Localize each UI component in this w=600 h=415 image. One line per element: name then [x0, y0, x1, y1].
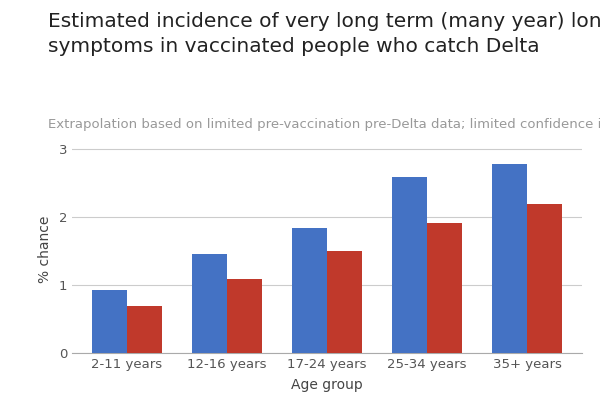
Bar — [127, 307, 162, 353]
Text: Estimated incidence of very long term (many year) long COVID
symptoms in vaccina: Estimated incidence of very long term (m… — [48, 12, 600, 56]
Bar — [92, 290, 127, 353]
Bar — [227, 279, 262, 353]
Bar — [527, 205, 562, 353]
Bar — [292, 228, 327, 353]
Y-axis label: % chance: % chance — [38, 215, 52, 283]
Bar — [192, 254, 227, 353]
Text: Extrapolation based on limited pre-vaccination pre-Delta data; limited confidenc: Extrapolation based on limited pre-vacci… — [48, 118, 600, 131]
Bar — [327, 251, 362, 353]
Bar — [427, 223, 462, 353]
X-axis label: Age group: Age group — [291, 378, 363, 392]
Bar — [392, 177, 427, 353]
Bar — [492, 164, 527, 353]
